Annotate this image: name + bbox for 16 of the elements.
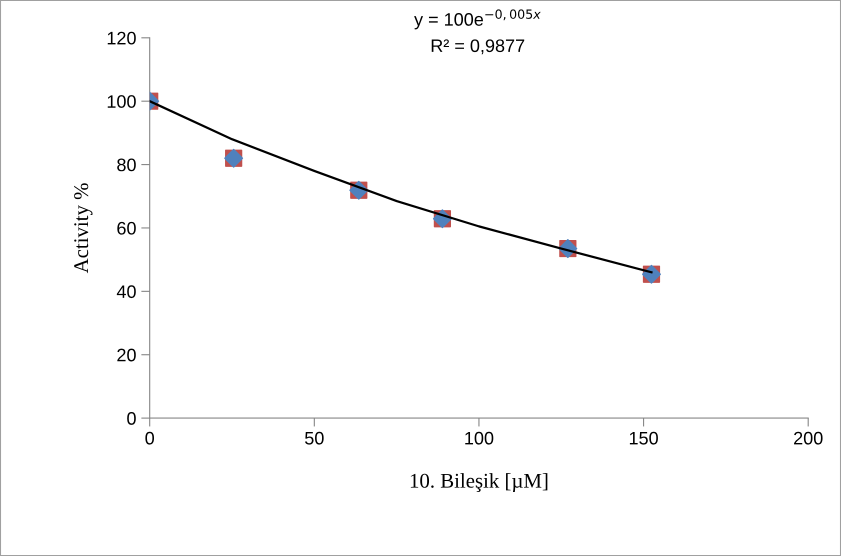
x-tick-label: 50: [305, 432, 324, 445]
x-tick-label: 0: [145, 432, 154, 445]
y-tick-label: 40: [116, 285, 136, 298]
text: y = 100e$^{−0,005x}$: [414, 9, 541, 30]
x-tick-label: 150: [630, 432, 658, 445]
x-tick-label: 200: [794, 432, 823, 445]
y-axis-title: Activity %: [74, 183, 92, 274]
y-tick-label: 20: [117, 348, 136, 362]
annotation: R² = 0,9877: [432, 39, 524, 54]
x-tick-label: 100: [465, 432, 494, 445]
x-axis-title: 10. Bileşik [µM]: [410, 473, 548, 492]
y-tick-label: 60: [117, 222, 136, 235]
y-tick-label: 120: [108, 32, 136, 45]
y-tick-label: 0: [127, 412, 136, 425]
y-tick-label: 100: [108, 95, 136, 108]
y-tick-label: 80: [117, 158, 136, 172]
